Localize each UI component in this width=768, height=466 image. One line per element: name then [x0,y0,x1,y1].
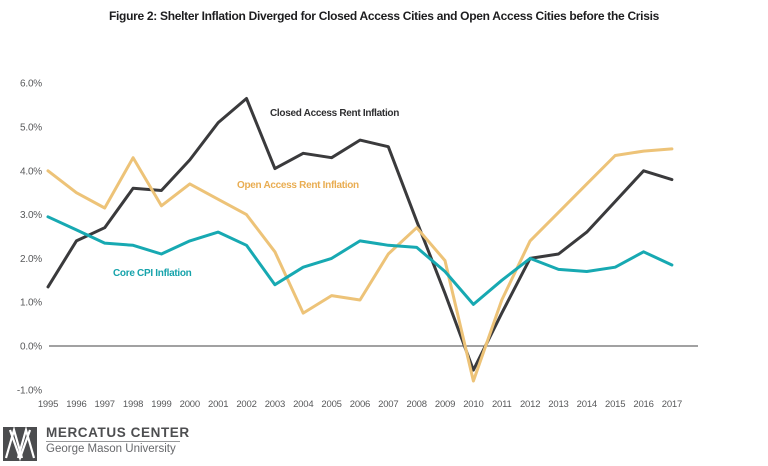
open-access-series-label: Open Access Rent Inflation [237,180,359,191]
y-axis-tick-3.0%: 3.0% [20,210,42,221]
x-axis-tick-2017: 2017 [662,399,682,410]
closed-access-series-label: Closed Access Rent Inflation [270,108,400,119]
x-axis-tick-2001: 2001 [208,399,228,410]
x-axis-tick-2005: 2005 [321,399,341,410]
x-axis-tick-2000: 2000 [180,399,200,410]
y-axis-tick-6.0%: 6.0% [20,79,42,90]
x-axis-tick-2003: 2003 [265,399,285,410]
logo-footer: MERCATUS CENTER George Mason University [3,425,190,461]
x-axis-tick-2004: 2004 [293,399,313,410]
figure-title: Figure 2: Shelter Inflation Diverged for… [108,9,659,23]
x-axis-tick-1999: 1999 [151,399,171,410]
org-name: MERCATUS CENTER [46,425,190,440]
x-axis-tick-2015: 2015 [605,399,625,410]
x-axis-tick-1995: 1995 [38,399,58,410]
closed-access-rent-inflation-line [46,97,674,372]
core-cpi-series-label: Core CPI Inflation [113,268,192,279]
y-axis-tick-0.0%: 0.0% [20,342,42,353]
y-axis-tick-2.0%: 2.0% [20,254,42,265]
x-axis-tick-2010: 2010 [463,399,483,410]
y-axis-tick--1.0%: -1.0% [17,385,42,396]
x-axis-tick-2011: 2011 [492,399,512,410]
x-axis-tick-2013: 2013 [548,399,568,410]
x-axis-tick-2012: 2012 [520,399,540,410]
logo-divider [46,441,180,442]
logo-text-block: MERCATUS CENTER George Mason University [46,425,190,461]
x-axis-tick-2006: 2006 [350,399,370,410]
y-axis-tick-1.0%: 1.0% [20,298,42,309]
open-access-rent-inflation-line [46,147,674,383]
x-axis-tick-2009: 2009 [435,399,455,410]
mercatus-logo-icon [3,427,37,461]
core-cpi-inflation-line [46,215,674,306]
x-axis-tick-2002: 2002 [236,399,256,410]
x-axis-tick-2014: 2014 [577,399,597,410]
x-axis-tick-1998: 1998 [123,399,143,410]
x-axis-tick-2016: 2016 [633,399,653,410]
x-axis-tick-2008: 2008 [407,399,427,410]
x-axis-tick-1996: 1996 [66,399,86,410]
university-name: George Mason University [46,443,176,455]
y-axis-tick-5.0%: 5.0% [20,123,42,134]
y-axis-tick-4.0%: 4.0% [20,166,42,177]
x-axis-tick-1997: 1997 [95,399,115,410]
x-axis-tick-2007: 2007 [378,399,398,410]
